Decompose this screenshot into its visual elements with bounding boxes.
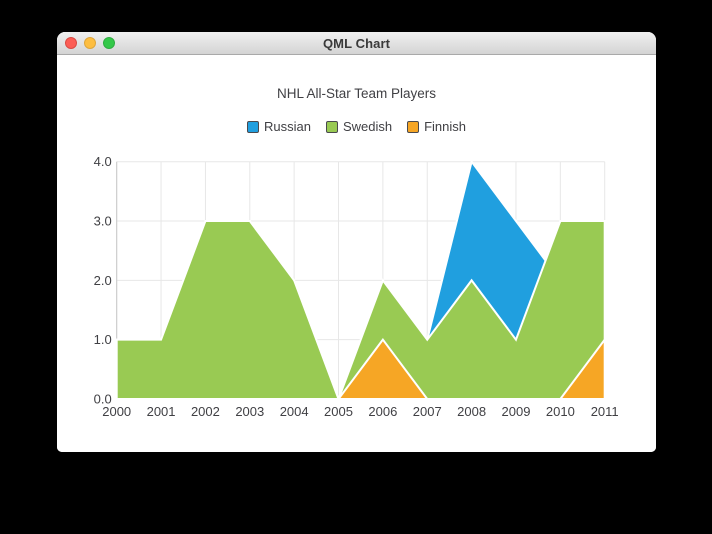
chart-canvas: 2000 2001 2002 2003 2004 2005 2006 2007 2008 2009… [94, 154, 619, 419]
x-tick-label: 2006 [368, 404, 397, 419]
y-tick-label: 0.0 [94, 392, 112, 407]
legend-item-finnish: Finnish [407, 119, 466, 134]
titlebar[interactable]: QML Chart [57, 32, 656, 55]
legend-label-russian: Russian [263, 119, 311, 134]
y-tick-label: 3.0 [94, 214, 112, 229]
zoom-button[interactable] [103, 37, 115, 49]
legend-label-finnish: Finnish [424, 119, 467, 134]
y-tick-label: 2.0 [94, 273, 112, 288]
x-tick-label: 2004 [280, 404, 309, 419]
x-tick-label: 2002 [191, 404, 220, 419]
legend-label-swedish: Swedish [342, 119, 393, 134]
legend-marker-russian [246, 120, 259, 133]
legend-marker-swedish [325, 120, 338, 133]
legend-item-swedish: Swedish [325, 119, 393, 134]
y-tick-label: 4.0 [94, 154, 112, 169]
x-tick-label: 2001 [147, 404, 176, 419]
window-controls [65, 37, 115, 49]
x-tick-label: 2008 [457, 404, 486, 419]
area-series-finnish [116, 336, 606, 400]
x-tick-label: 2011 [591, 404, 619, 419]
y-tick-label: 1.0 [94, 332, 112, 347]
x-tick-label: 2007 [413, 404, 442, 419]
x-tick-label: 2010 [546, 404, 575, 419]
minimize-button[interactable] [84, 37, 96, 49]
app-window: QML Chart 2000 2001 2002 2003 2004 2005 2006 20… [57, 32, 656, 452]
chart-legend: Russian Swedish Finnish [57, 119, 656, 134]
window-title: QML Chart [322, 35, 391, 51]
chart-view[interactable]: 2000 2001 2002 2003 2004 2005 2006 2007 2008 2009… [57, 55, 656, 452]
x-tick-label: 2003 [235, 404, 264, 419]
chart-title: NHL All-Star Team Players [276, 86, 437, 101]
legend-marker-finnish [407, 120, 420, 133]
x-tick-label: 2005 [324, 404, 353, 419]
close-button[interactable] [65, 37, 77, 49]
x-tick-label: 2000 [102, 404, 131, 419]
x-tick-label: 2009 [502, 404, 531, 419]
legend-item-russian: Russian [246, 119, 311, 134]
